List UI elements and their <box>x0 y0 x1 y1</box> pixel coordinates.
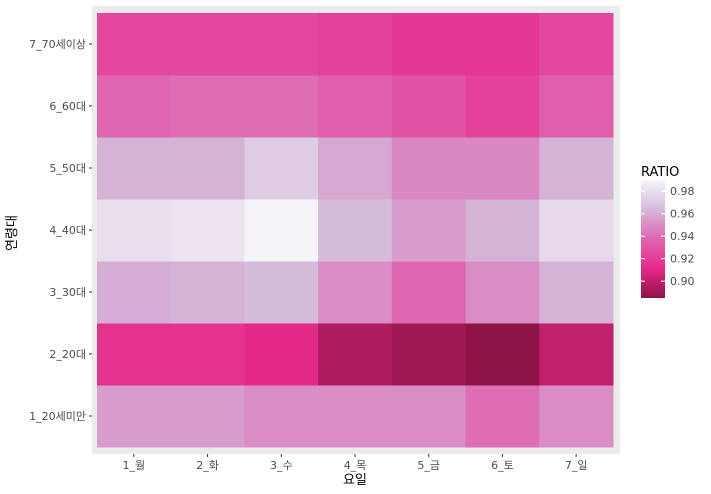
heatmap-cell <box>391 385 467 448</box>
heatmap-cell <box>170 385 245 448</box>
x-tick-label: 4_목 <box>344 459 367 472</box>
heatmap-cell <box>391 323 467 386</box>
y-axis-title: 연령대 <box>5 215 20 251</box>
x-tick-label: 6_토 <box>491 459 514 472</box>
y-tick-label: 7_70세이상 <box>29 38 86 51</box>
x-tick-label: 3_수 <box>270 459 293 472</box>
heatmap-cell <box>97 199 172 262</box>
heatmap-cell <box>170 261 245 324</box>
legend-tick-label: 0.96 <box>670 208 695 221</box>
y-tick-label: 1_20세미만 <box>29 410 86 423</box>
x-tick-label: 2_화 <box>196 459 219 472</box>
heatmap-cell <box>97 137 172 200</box>
y-tick-label: 4_40대 <box>49 224 86 237</box>
y-tick-label: 5_50대 <box>49 162 86 175</box>
heatmap-cell <box>97 13 172 76</box>
heatmap-cell <box>539 323 614 386</box>
heatmap-cells <box>97 13 614 448</box>
heatmap-cell <box>244 75 319 138</box>
heatmap-cell <box>539 75 614 138</box>
heatmap-cell <box>465 13 540 76</box>
heatmap-cell <box>97 261 172 324</box>
legend-tick-label: 0.90 <box>670 275 695 288</box>
heatmap-cell <box>539 261 614 324</box>
x-tick-label: 7_일 <box>565 458 588 472</box>
y-tick-label: 2_20대 <box>49 348 86 361</box>
heatmap-cell <box>391 13 467 76</box>
heatmap-cell <box>318 261 393 324</box>
x-axis-title: 요일 <box>343 473 367 488</box>
x-tick-label: 1_월 <box>123 459 146 472</box>
heatmap-cell <box>244 199 319 262</box>
heatmap-cell <box>97 75 172 138</box>
heatmap-cell <box>539 385 614 448</box>
heatmap-cell <box>465 323 540 386</box>
legend-ticks: 0.98 0.96 0.94 0.92 0.90 <box>641 185 695 288</box>
heatmap-cell <box>318 199 393 262</box>
heatmap-cell <box>244 323 319 386</box>
heatmap-cell <box>318 75 393 138</box>
heatmap-cell <box>170 199 245 262</box>
heatmap-cell <box>170 13 245 76</box>
heatmap-cell <box>97 385 172 448</box>
heatmap-cell <box>318 13 393 76</box>
heatmap-cell <box>539 137 614 200</box>
heatmap-cell <box>465 75 540 138</box>
heatmap-cell <box>465 137 540 200</box>
heatmap-cell <box>244 385 319 448</box>
legend-tick-label: 0.94 <box>670 230 695 243</box>
heatmap-cell <box>170 75 245 138</box>
y-axis: 1_20세미만 2_20대 3_30대 4_40대 5_50대 6_60대 7_70세이상 <box>29 38 92 423</box>
legend-tick-label: 0.98 <box>670 185 695 198</box>
x-axis: 1_월 2_화 3_수 4_목 5_금 6_토 7_일 <box>123 454 588 472</box>
heatmap-cell <box>465 261 540 324</box>
heatmap-cell <box>170 137 245 200</box>
heatmap-cell <box>318 323 393 386</box>
x-tick-label: 5_금 <box>417 459 440 472</box>
heatmap-cell <box>391 75 467 138</box>
heatmap-cell <box>391 199 467 262</box>
heatmap-cell <box>539 199 614 262</box>
heatmap-cell <box>391 137 467 200</box>
y-tick-label: 6_60대 <box>49 100 86 113</box>
heatmap-cell <box>170 323 245 386</box>
legend: RATIO 0.98 0.96 0.94 0.92 0.90 <box>641 165 695 298</box>
y-tick-label: 3_30대 <box>49 286 86 299</box>
heatmap-cell <box>465 385 540 448</box>
heatmap-cell <box>318 385 393 448</box>
heatmap-cell <box>244 13 319 76</box>
legend-tick-label: 0.92 <box>670 253 695 266</box>
heatmap-cell <box>244 261 319 324</box>
legend-title: RATIO <box>641 165 679 180</box>
heatmap-cell <box>539 13 614 76</box>
heatmap-cell <box>244 137 319 200</box>
heatmap-cell <box>391 261 467 324</box>
heatmap-cell <box>318 137 393 200</box>
heatmap-cell <box>465 199 540 262</box>
heatmap-cell <box>97 323 172 386</box>
legend-colorbar <box>641 180 665 298</box>
